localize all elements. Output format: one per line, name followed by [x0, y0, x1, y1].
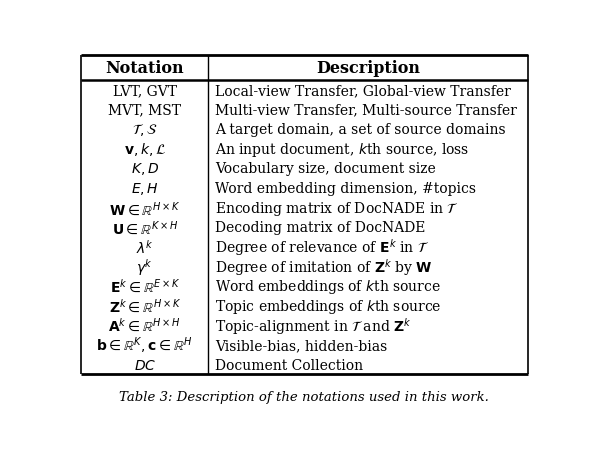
Text: $\mathbf{U} \in \mathbb{R}^{K\times H}$: $\mathbf{U} \in \mathbb{R}^{K\times H}$	[112, 219, 178, 237]
Text: Encoding matrix of DocNADE in $\mathcal{T}$: Encoding matrix of DocNADE in $\mathcal{…	[215, 199, 459, 217]
Text: $\mathbf{A}^k \in \mathbb{R}^{H\times H}$: $\mathbf{A}^k \in \mathbb{R}^{H\times H}…	[108, 317, 181, 334]
Text: Notation: Notation	[106, 60, 184, 77]
Text: Decoding matrix of DocNADE: Decoding matrix of DocNADE	[215, 221, 426, 235]
Text: LVT, GVT: LVT, GVT	[113, 84, 177, 98]
Text: $E, H$: $E, H$	[131, 181, 159, 197]
Text: $\mathbf{Z}^k \in \mathbb{R}^{H\times K}$: $\mathbf{Z}^k \in \mathbb{R}^{H\times K}…	[109, 298, 181, 315]
Text: $\gamma^k$: $\gamma^k$	[137, 257, 153, 277]
Text: $K, D$: $K, D$	[131, 161, 159, 177]
Text: Table 3: Description of the notations used in this work.: Table 3: Description of the notations us…	[119, 390, 489, 403]
Text: Word embedding dimension, #topics: Word embedding dimension, #topics	[215, 181, 476, 196]
Text: An input document, $k$th source, loss: An input document, $k$th source, loss	[215, 141, 470, 158]
Text: Topic-alignment in $\mathcal{T}$ and $\mathbf{Z}^k$: Topic-alignment in $\mathcal{T}$ and $\m…	[215, 315, 412, 336]
Text: MVT, MST: MVT, MST	[108, 103, 181, 117]
Text: Document Collection: Document Collection	[215, 358, 364, 372]
Text: Visible-bias, hidden-bias: Visible-bias, hidden-bias	[215, 338, 387, 352]
Text: Word embeddings of $k$th source: Word embeddings of $k$th source	[215, 277, 441, 295]
Text: $\mathbf{W} \in \mathbb{R}^{H\times K}$: $\mathbf{W} \in \mathbb{R}^{H\times K}$	[109, 200, 181, 217]
Text: $\mathcal{T}, \mathcal{S}$: $\mathcal{T}, \mathcal{S}$	[132, 122, 157, 138]
Text: $\mathbf{v}, k, \mathcal{L}$: $\mathbf{v}, k, \mathcal{L}$	[124, 141, 166, 158]
Text: $DC$: $DC$	[134, 358, 156, 372]
Text: $\mathbf{E}^k \in \mathbb{R}^{E\times K}$: $\mathbf{E}^k \in \mathbb{R}^{E\times K}…	[109, 278, 180, 295]
Text: Topic embeddings of $k$th source: Topic embeddings of $k$th source	[215, 297, 442, 315]
Text: Local-view Transfer, Global-view Transfer: Local-view Transfer, Global-view Transfe…	[215, 84, 511, 98]
Text: $\mathbf{b} \in \mathbb{R}^K, \mathbf{c} \in \mathbb{R}^H$: $\mathbf{b} \in \mathbb{R}^K, \mathbf{c}…	[96, 335, 193, 356]
Text: Degree of imitation of $\mathbf{Z}^k$ by $\mathbf{W}$: Degree of imitation of $\mathbf{Z}^k$ by…	[215, 257, 433, 277]
Text: Vocabulary size, document size: Vocabulary size, document size	[215, 162, 436, 176]
Text: A target domain, a set of source domains: A target domain, a set of source domains	[215, 123, 506, 137]
Text: $\lambda^k$: $\lambda^k$	[136, 238, 154, 257]
Text: Description: Description	[316, 60, 420, 77]
Text: Multi-view Transfer, Multi-source Transfer: Multi-view Transfer, Multi-source Transf…	[215, 103, 517, 117]
Text: Degree of relevance of $\mathbf{E}^k$ in $\mathcal{T}$: Degree of relevance of $\mathbf{E}^k$ in…	[215, 237, 429, 258]
